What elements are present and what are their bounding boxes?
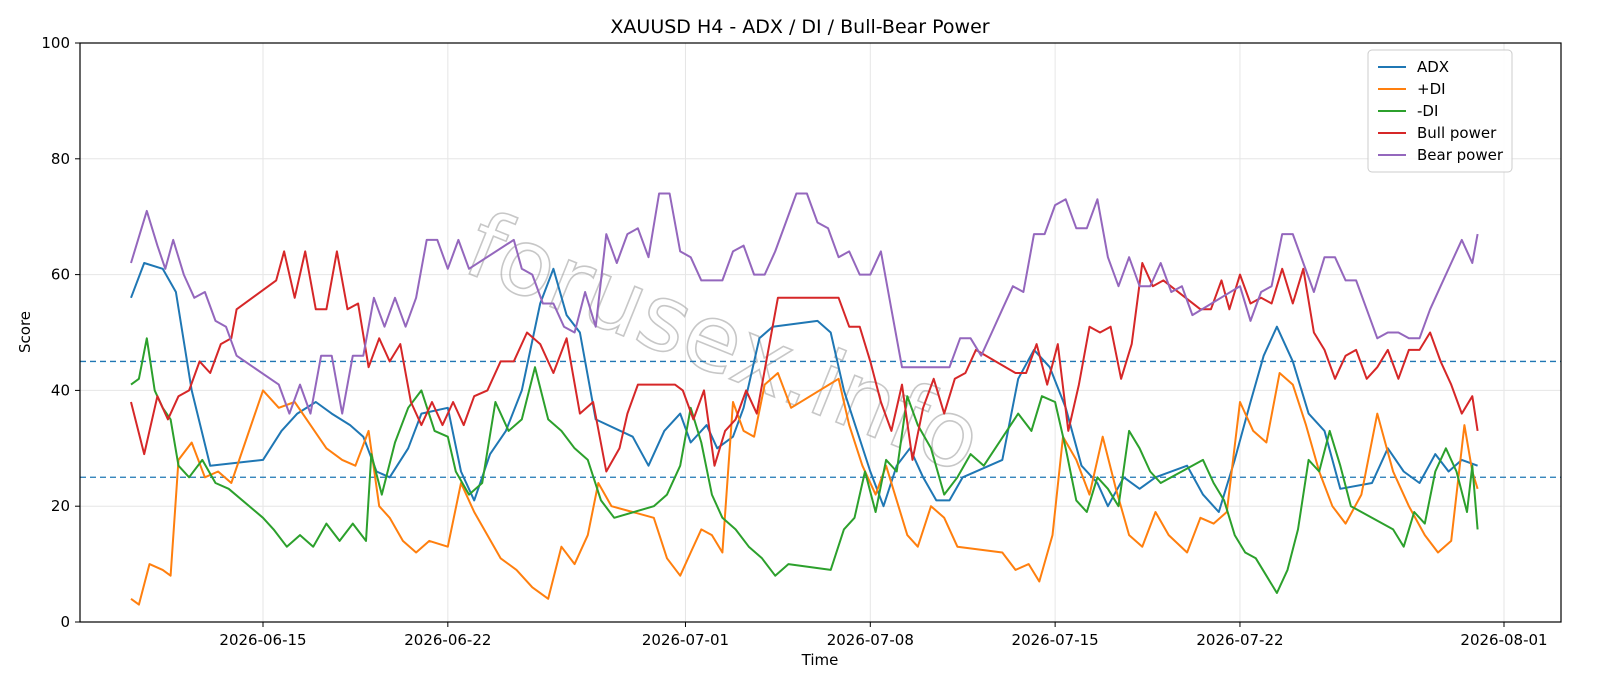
y-axis: 0 20 40 60 80 100 (41, 34, 80, 631)
x-tick-label: 2026-07-15 (1012, 631, 1099, 649)
x-tick-label: 2026-07-08 (827, 631, 914, 649)
y-tick-label: 80 (51, 150, 70, 168)
x-tick-label: 2026-08-01 (1460, 631, 1547, 649)
x-axis: 2026-06-15 2026-06-22 2026-07-01 2026-07-08… (219, 622, 1548, 649)
series-line-bear-power (130, 192, 1479, 415)
x-tick-label: 2026-07-01 (642, 631, 729, 649)
threshold-lines (80, 360, 1561, 478)
x-tick-label: 2026-06-22 (404, 631, 491, 649)
x-tick-label: 2026-07-22 (1196, 631, 1283, 649)
chart-title: XAUUSD H4 - ADX / DI / Bull-Bear Power (610, 16, 989, 38)
series-line-di (130, 337, 1479, 594)
legend-label: +DI (1417, 80, 1446, 98)
y-tick-label: 100 (41, 34, 70, 52)
y-tick-label: 20 (51, 497, 70, 515)
y-tick-label: 60 (51, 266, 70, 284)
x-axis-label: Time (801, 651, 839, 669)
y-axis-label: Score (16, 311, 34, 353)
legend: ADX +DI -DI Bull power Bear power (1367, 49, 1513, 173)
series-lines (130, 192, 1479, 606)
legend-label: Bull power (1417, 124, 1497, 142)
y-tick-label: 0 (60, 613, 70, 631)
x-tick-label: 2026-06-15 (219, 631, 306, 649)
series-line-adx (130, 262, 1478, 513)
plot-frame (79, 42, 1562, 623)
legend-label: Bear power (1417, 146, 1504, 164)
y-tick-label: 40 (51, 381, 70, 399)
legend-label: -DI (1417, 102, 1438, 120)
series-line-bull-power (130, 250, 1479, 473)
legend-label: ADX (1417, 58, 1449, 76)
series-line-di (130, 372, 1479, 606)
legend-box (1367, 49, 1513, 173)
